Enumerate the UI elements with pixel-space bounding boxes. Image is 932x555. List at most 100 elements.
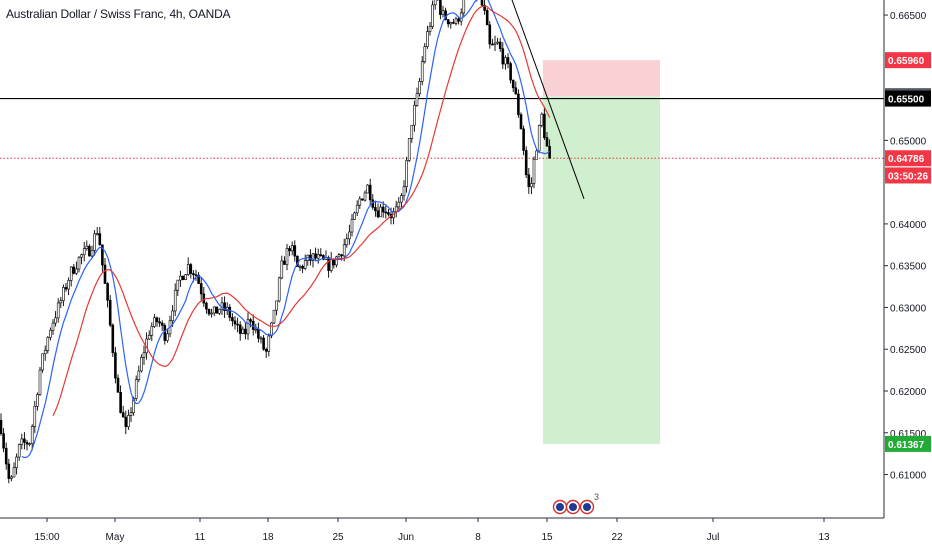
candle-body bbox=[158, 321, 161, 324]
candle bbox=[155, 316, 159, 327]
candle-body bbox=[233, 320, 237, 325]
candle-body bbox=[119, 392, 122, 413]
candle-body bbox=[353, 212, 356, 220]
candle bbox=[384, 205, 388, 219]
candle bbox=[437, 0, 439, 2]
candle bbox=[459, 8, 463, 26]
candle-body bbox=[350, 219, 354, 233]
candle-body bbox=[381, 206, 385, 213]
position-zones bbox=[543, 60, 660, 444]
candle-body bbox=[532, 158, 536, 184]
candle bbox=[283, 256, 286, 265]
candle bbox=[212, 306, 216, 317]
candle-body bbox=[262, 337, 265, 350]
candle bbox=[428, 22, 432, 36]
candle-body bbox=[415, 93, 419, 106]
candle bbox=[202, 286, 206, 307]
candle-body bbox=[41, 353, 44, 371]
price-tick-label: 0.66500 bbox=[890, 11, 927, 22]
candle bbox=[303, 254, 307, 271]
candle bbox=[335, 255, 338, 268]
candle-body bbox=[210, 312, 213, 315]
candle-body bbox=[272, 309, 276, 324]
time-tick-label: 8 bbox=[475, 532, 481, 543]
candle-body bbox=[93, 233, 96, 251]
event-flag-icon bbox=[579, 499, 595, 515]
price-tag: 0.65500 bbox=[885, 90, 931, 107]
candle-body bbox=[129, 412, 133, 416]
candle-body bbox=[189, 264, 193, 274]
candle-body bbox=[140, 357, 143, 372]
candle bbox=[121, 405, 125, 418]
candle-body bbox=[124, 416, 128, 428]
candle-body bbox=[491, 43, 494, 46]
candle bbox=[153, 314, 156, 328]
candle-body bbox=[527, 174, 531, 188]
price-tick-label: 0.62000 bbox=[890, 387, 927, 398]
candle-body bbox=[423, 46, 427, 63]
candle bbox=[527, 168, 531, 194]
candle-body bbox=[54, 317, 57, 324]
candle bbox=[140, 354, 143, 373]
time-tick-label: 15 bbox=[541, 532, 553, 543]
candle-body bbox=[49, 329, 52, 338]
candle bbox=[480, 0, 484, 7]
candle-body bbox=[332, 258, 336, 266]
candle-body bbox=[267, 335, 271, 352]
candle bbox=[228, 304, 232, 322]
candle-body bbox=[462, 0, 466, 14]
candle-body bbox=[223, 302, 226, 312]
candle-body bbox=[75, 268, 78, 274]
candle bbox=[452, 18, 455, 25]
candle bbox=[517, 89, 520, 118]
candle-body bbox=[207, 308, 211, 315]
candle-body bbox=[241, 328, 245, 334]
candle bbox=[361, 198, 364, 201]
candle-body bbox=[142, 352, 146, 358]
candle bbox=[119, 385, 122, 414]
candle-body bbox=[329, 258, 333, 271]
candle-body bbox=[106, 283, 109, 301]
candle bbox=[337, 252, 341, 258]
candle bbox=[277, 276, 281, 303]
candle-body bbox=[194, 274, 198, 277]
candle-body bbox=[28, 443, 31, 445]
candle-body bbox=[402, 186, 406, 196]
candle bbox=[379, 203, 382, 218]
candle-body bbox=[23, 438, 26, 443]
price-tag-background bbox=[885, 150, 931, 167]
candle bbox=[402, 180, 406, 201]
candle bbox=[176, 279, 180, 296]
candle-body bbox=[368, 184, 372, 201]
candle bbox=[327, 255, 330, 278]
candle-body bbox=[179, 275, 182, 281]
fast-moving-average-line bbox=[21, 0, 550, 459]
candle bbox=[114, 346, 117, 384]
candle-body bbox=[17, 444, 21, 458]
candle bbox=[171, 305, 174, 327]
candle-body bbox=[366, 184, 369, 194]
candle-body bbox=[275, 300, 278, 311]
candle-body bbox=[285, 248, 289, 265]
candle bbox=[532, 156, 536, 189]
candle-body bbox=[446, 19, 450, 25]
event-flag-icon bbox=[565, 499, 581, 515]
candle-body bbox=[7, 463, 11, 479]
candle-body bbox=[103, 264, 107, 284]
candles-group bbox=[0, 0, 551, 484]
candle-body bbox=[199, 283, 203, 295]
candle bbox=[423, 42, 427, 64]
candle-body bbox=[95, 233, 99, 235]
candle-body bbox=[379, 206, 382, 218]
candle bbox=[462, 0, 466, 17]
candle bbox=[345, 233, 349, 248]
candle-body bbox=[64, 287, 68, 290]
candle-body bbox=[171, 310, 174, 322]
candle bbox=[36, 392, 39, 411]
price-tick-label: 0.62500 bbox=[890, 345, 927, 356]
candle bbox=[348, 224, 351, 245]
candle bbox=[413, 100, 416, 132]
candle bbox=[179, 270, 182, 287]
